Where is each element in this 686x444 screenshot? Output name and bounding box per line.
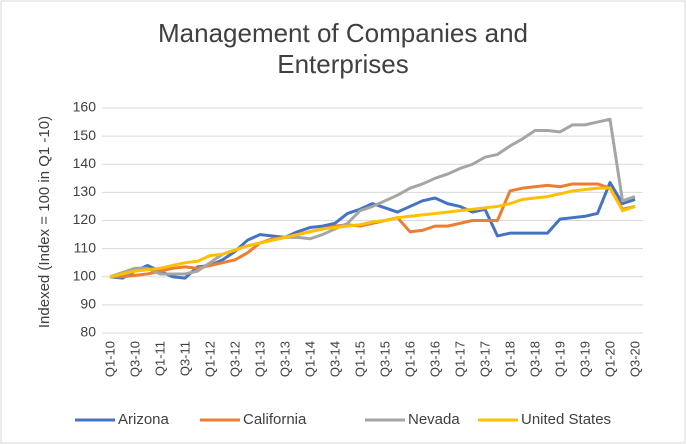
- chart-title: Management of Companies and Enterprises: [157, 18, 528, 79]
- series-line: [109, 186, 636, 279]
- x-tick-label: Q3-19: [577, 341, 592, 377]
- x-tick-label: Q3-11: [177, 341, 192, 376]
- x-tick-label: Q1-10: [102, 341, 117, 377]
- legend-label: Nevada: [408, 411, 460, 428]
- x-tick-label: Q3-13: [277, 341, 292, 377]
- x-tick-label: Q3-16: [427, 341, 442, 377]
- legend-label: California: [243, 411, 307, 428]
- x-tick-label: Q1-15: [352, 341, 367, 377]
- y-tick-label: 80: [80, 324, 96, 340]
- y-axis-label: Indexed (Index = 100 in Q1 -10): [36, 116, 53, 328]
- x-tick-label: Q1-18: [502, 341, 517, 377]
- x-tick-label: Q1-13: [252, 341, 267, 377]
- legend-label: United States: [521, 411, 611, 428]
- x-tick-label: Q3-15: [377, 341, 392, 377]
- x-tick-label: Q3-17: [477, 341, 492, 377]
- x-tick-label: Q1-20: [602, 341, 617, 377]
- y-tick-label: 120: [73, 211, 97, 227]
- x-tick-label: Q3-20: [627, 341, 642, 377]
- x-tick-label: Q1-11: [152, 341, 167, 376]
- x-tick-label: Q1-17: [452, 341, 467, 377]
- y-tick-label: 140: [73, 155, 97, 171]
- x-tick-label: Q1-19: [552, 341, 567, 377]
- x-tick-label: Q1-16: [402, 341, 417, 377]
- y-tick-label: 160: [73, 99, 97, 115]
- y-tick-label: 130: [73, 183, 97, 199]
- x-tick-label: Q1-14: [302, 341, 317, 377]
- x-tick-label: Q3-14: [327, 341, 342, 377]
- x-tick-label: Q3-12: [227, 341, 242, 377]
- series-line: [109, 117, 636, 279]
- x-tick-label: Q3-18: [527, 341, 542, 377]
- y-tick-label: 90: [80, 296, 96, 312]
- y-tick-label: 100: [73, 267, 97, 283]
- y-tick-label: 110: [74, 239, 97, 255]
- x-tick-label: Q3-10: [127, 341, 142, 377]
- x-tick-label: Q1-12: [202, 341, 217, 377]
- y-tick-label: 150: [73, 127, 97, 143]
- legend-label: Arizona: [118, 411, 170, 428]
